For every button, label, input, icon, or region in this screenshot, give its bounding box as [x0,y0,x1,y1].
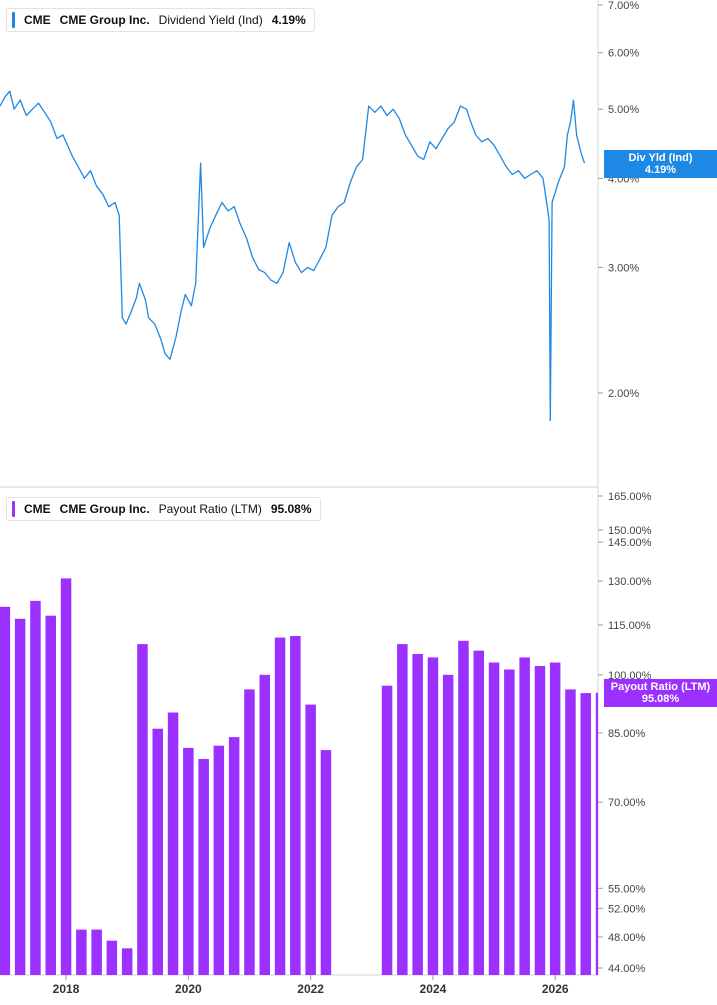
legend-ticker: CME [24,13,51,27]
payout-bar [397,644,408,975]
payout-bar [290,636,301,975]
payout-bar [213,745,225,975]
payout-bar [473,650,484,975]
y-tick-label: 115.00% [608,620,651,632]
y-tick-label: 44.00% [608,963,646,975]
yield-price-flag: Div Yld (Ind) 4.19% [604,149,717,178]
legend-company: CME Group Inc. [59,502,150,516]
payout-bar [121,948,133,975]
x-tick-label: 2024 [420,982,447,996]
payout-flag-label: Payout Ratio (LTM) [610,680,711,693]
legend-ticker: CME [24,502,51,516]
payout-bar [442,674,454,975]
payout-bar [549,662,561,975]
payout-bar [427,657,439,975]
x-tick-label: 2022 [297,982,324,996]
payout-bar [458,640,469,975]
payout-bar [106,940,118,975]
payout-swatch-icon [12,501,15,517]
time-axis[interactable]: 2018 2020 2022 2024 2026 [53,975,569,996]
y-tick-label: 55.00% [608,883,646,895]
payout-bar [183,747,194,975]
payout-flag-value: 95.08% [641,692,680,705]
legend-company: CME Group Inc. [59,13,150,27]
payout-bar [565,689,576,975]
y-tick-label: 85.00% [608,728,646,740]
payout-bar [137,644,148,975]
y-tick-label: 6.00% [608,48,639,60]
x-tick-label: 2020 [175,982,202,996]
payout-bar [228,737,240,975]
yield-flag-label: Div Yld (Ind) [628,151,693,164]
y-tick-label: 7.00% [608,0,639,12]
payout-bar [488,662,500,975]
payout-bar [60,578,72,975]
payout-bar [76,929,87,975]
legend-metric: Payout Ratio (LTM) [158,502,262,516]
payout-bar [320,750,332,975]
y-tick-label: 52.00% [608,903,646,915]
y-tick-label: 5.00% [608,104,639,116]
y-tick-label: 165.00% [608,491,652,503]
x-tick-label: 2018 [53,982,80,996]
legend-metric: Dividend Yield (Ind) [158,13,263,27]
bottom-legend[interactable]: CME CME Group Inc. Payout Ratio (LTM) 95… [6,497,321,521]
x-tick-label: 2026 [542,982,569,996]
payout-bar [14,618,26,975]
payout-bar [244,689,255,975]
payout-bar [595,692,598,975]
dividend-yield-line [0,90,586,422]
legend-value: 95.08% [270,502,312,516]
payout-axis[interactable]: 165.00% 150.00%145.00% 130.00% 115.00% 100.0… [598,491,652,975]
payout-bar [305,704,316,975]
payout-bar [45,615,56,975]
payout-bar [167,712,179,975]
payout-bar [152,728,163,975]
payout-bar [504,669,515,975]
payout-bar [412,654,423,975]
payout-bar [519,657,530,975]
y-tick-label: 2.00% [608,388,639,400]
payout-bar [0,606,11,975]
yield-flag-value: 4.19% [644,163,677,176]
payout-bars [0,578,598,975]
payout-bar [30,600,41,975]
payout-bar [91,929,102,975]
payout-price-flag: Payout Ratio (LTM) 95.08% [604,678,717,707]
y-tick-label: 100.00% [608,670,652,682]
payout-bar [534,666,546,975]
yield-swatch-icon [12,12,15,28]
payout-bar [580,693,591,975]
legend-value: 4.19% [271,13,306,27]
payout-bar [198,759,209,975]
top-legend[interactable]: CME CME Group Inc. Dividend Yield (Ind) … [6,8,315,32]
y-tick-label: 48.00% [608,932,646,944]
yield-axis[interactable]: 7.00%6.00%5.00%4.00%3.00%2.00% [598,0,639,400]
y-tick-label: 145.00% [608,537,652,549]
y-tick-label: 3.00% [608,262,639,274]
y-tick-label: 130.00% [608,576,652,588]
payout-bar [274,637,286,975]
y-tick-label: 150.00% [608,525,652,537]
y-tick-label: 70.00% [608,797,646,809]
payout-bar [381,685,393,975]
payout-bar [259,674,270,975]
